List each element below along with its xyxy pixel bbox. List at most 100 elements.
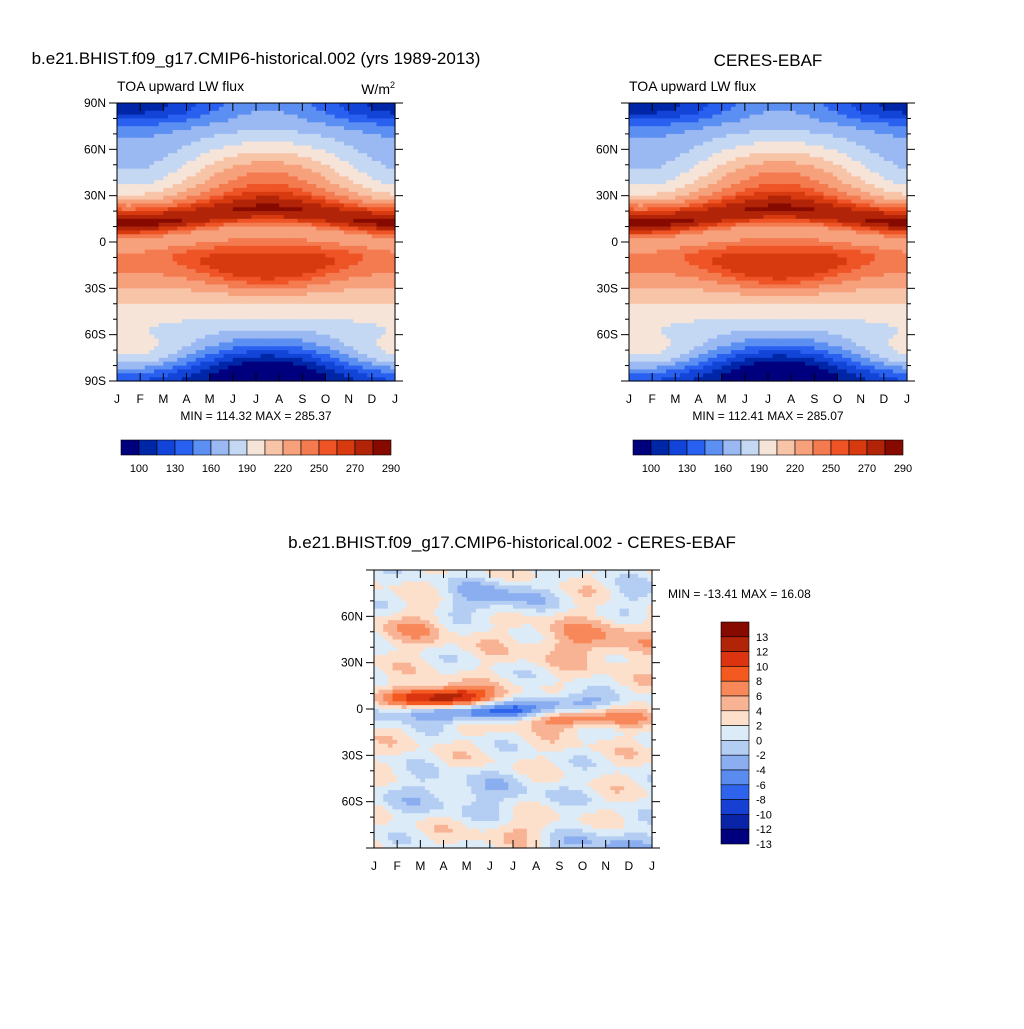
heatmap-cell [275,304,280,308]
heatmap-cell [321,207,326,211]
heatmap-cell [657,308,662,312]
heatmap-cell [279,350,284,354]
heatmap-cell [284,200,289,204]
heatmap-cell [381,250,386,254]
heatmap-cell [284,308,289,312]
heatmap-cell [275,173,280,177]
heatmap-cell [237,169,242,173]
heatmap-cell [344,176,349,180]
heatmap-cell [159,254,164,258]
heatmap-cell [117,207,122,211]
heatmap-cell [122,211,127,215]
heatmap-cell [177,312,182,316]
heatmap-cell [275,176,280,180]
heatmap-cell [149,207,154,211]
heatmap-cell [629,362,634,366]
heatmap-cell [177,142,182,146]
heatmap-cell [344,223,349,227]
heatmap-cell [159,296,164,300]
heatmap-cell [275,354,280,358]
heatmap-cell [228,300,233,304]
heatmap-cell [145,335,150,339]
heatmap-cell [358,184,363,188]
heatmap-cell [270,246,275,250]
heatmap-cell [657,265,662,269]
heatmap-cell [177,335,182,339]
heatmap-cell [288,126,293,130]
heatmap-cell [196,335,201,339]
heatmap-cell [256,281,261,285]
heatmap-cell [126,304,131,308]
heatmap-cell [302,315,307,319]
heatmap-cell [321,211,326,215]
heatmap-cell [200,230,205,234]
heatmap-cell [279,230,284,234]
heatmap-cell [163,219,168,223]
heatmap-cell [247,339,252,343]
heatmap-cell [126,265,131,269]
heatmap-cell [335,273,340,277]
heatmap-cell [312,288,317,292]
heatmap-cell [284,319,289,323]
heatmap-cell [136,165,141,169]
heatmap-cell [168,207,173,211]
heatmap-cell [381,157,386,161]
heatmap-cell [629,319,634,323]
heatmap-cell [136,211,141,215]
heatmap-cell [233,300,238,304]
heatmap-cell [191,203,196,207]
heatmap-cell [131,277,136,281]
heatmap-cell [349,107,354,111]
heatmap-cell [302,157,307,161]
heatmap-cell [339,335,344,339]
heatmap-cell [145,319,150,323]
heatmap-cell [363,354,368,358]
heatmap-cell [353,366,358,370]
heatmap-cell [247,134,252,138]
heatmap-cell [145,331,150,335]
heatmap-cell [279,134,284,138]
heatmap-cell [316,284,321,288]
heatmap-cell [177,327,182,331]
heatmap-cell [182,111,187,115]
heatmap-cell [638,157,643,161]
heatmap-cell [182,149,187,153]
heatmap-cell [205,142,210,146]
heatmap-cell [316,227,321,231]
heatmap-cell [629,118,634,122]
heatmap-cell [634,149,639,153]
heatmap-cell [251,254,256,258]
heatmap-cell [634,238,639,242]
heatmap-cell [648,227,653,231]
heatmap-cell [326,369,331,373]
heatmap-cell [219,115,224,119]
heatmap-cell [661,273,666,277]
heatmap-cell [335,149,340,153]
heatmap-cell [298,242,303,246]
heatmap-cell [353,354,358,358]
heatmap-cell [228,173,233,177]
heatmap-cell [159,335,164,339]
heatmap-cell [386,358,391,362]
heatmap-cell [302,304,307,308]
heatmap-cell [638,331,643,335]
heatmap-cell [284,323,289,327]
heatmap-cell [349,277,354,281]
heatmap-cell [270,265,275,269]
heatmap-cell [284,246,289,250]
heatmap-cell [312,165,317,169]
heatmap-cell [145,227,150,231]
heatmap-cell [214,207,219,211]
heatmap-cell [363,327,368,331]
heatmap-cell [149,300,154,304]
heatmap-cell [298,304,303,308]
heatmap-cell [168,122,173,126]
heatmap-cell [316,269,321,273]
heatmap-cell [638,369,643,373]
heatmap-cell [302,265,307,269]
heatmap-cell [122,296,127,300]
heatmap-cell [256,238,261,242]
heatmap-cell [196,331,201,335]
x-tick-label: J [230,392,236,406]
heatmap-cell [661,219,666,223]
